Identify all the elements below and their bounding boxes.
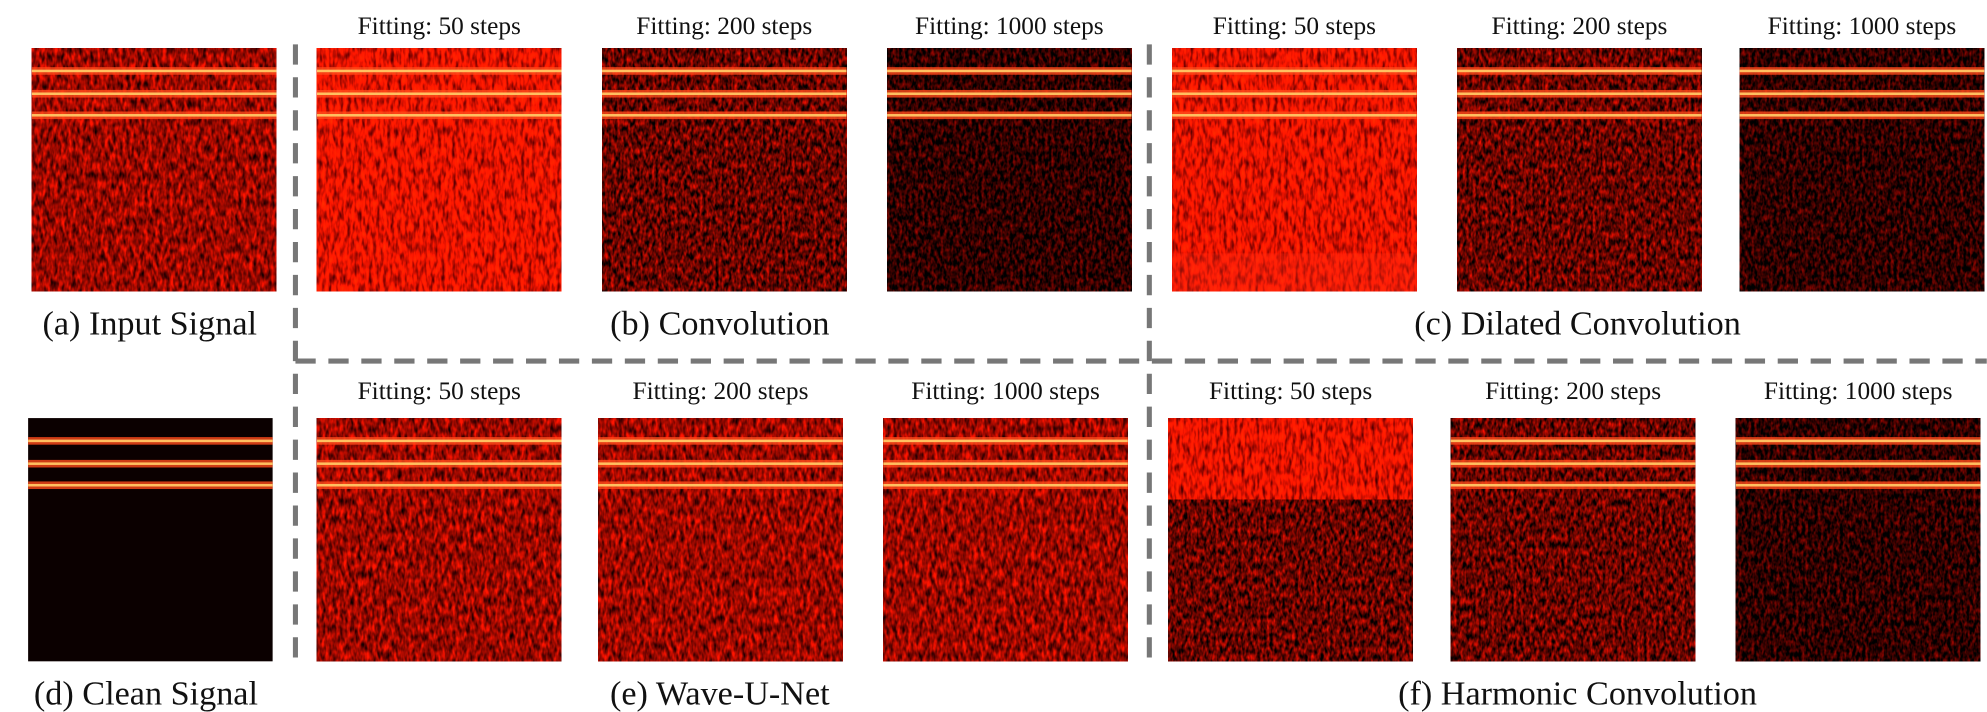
subplot-title: Fitting: 50 steps: [1209, 377, 1372, 405]
panel-caption: (a) Input Signal: [42, 305, 257, 342]
noise: [1168, 418, 1413, 500]
spectrogram: [1450, 418, 1696, 662]
spectrogram: [1168, 418, 1413, 662]
harmonic-line: [1450, 462, 1696, 465]
panel-caption: (b) Convolution: [610, 305, 829, 342]
harmonic-line: [1457, 69, 1702, 73]
subplot-title: Fitting: 1000 steps: [1768, 12, 1957, 40]
panel-caption: (e) Wave-U-Net: [610, 675, 830, 712]
noise: [316, 48, 562, 292]
spectrogram: [1457, 48, 1702, 292]
spectrogram: [316, 48, 562, 292]
subplot-title: Fitting: 200 steps: [1491, 12, 1667, 40]
noise: [316, 418, 562, 662]
harmonic-line: [31, 92, 277, 96]
harmonic-line: [1735, 439, 1981, 443]
spectrogram: [316, 418, 562, 662]
harmonic-line: [598, 483, 843, 487]
spectrogram: [598, 418, 843, 662]
harmonic-line: [316, 483, 562, 487]
noise: [883, 418, 1128, 662]
harmonic-line: [31, 69, 277, 73]
noise: [1735, 418, 1981, 662]
harmonic-line: [602, 114, 847, 117]
subplot-title: Fitting: 50 steps: [1213, 12, 1376, 40]
panel: (d) Clean Signal: [28, 418, 273, 712]
panel: (a) Input Signal: [31, 48, 277, 342]
spectrogram: [887, 48, 1132, 292]
harmonic-line: [1450, 439, 1696, 443]
subplot-title: Fitting: 200 steps: [636, 12, 812, 40]
harmonic-line: [1172, 69, 1417, 73]
panel: Fitting: 50 steps Fitting: 200 steps Fitti…: [1172, 12, 1985, 342]
noise: [1450, 418, 1696, 662]
harmonic-line: [883, 439, 1128, 443]
panel-caption: (f) Harmonic Convolution: [1398, 675, 1757, 712]
spectrogram: [1739, 48, 1985, 292]
spectrogram: [31, 48, 277, 292]
spectrogram: [883, 418, 1128, 662]
harmonic-line: [31, 114, 277, 117]
subplot-title: Fitting: 50 steps: [358, 377, 521, 405]
harmonic-line: [316, 439, 562, 443]
panel-caption: (d) Clean Signal: [34, 675, 258, 712]
separators: [292, 44, 1987, 662]
subplot-title: Fitting: 50 steps: [358, 12, 521, 40]
harmonic-line: [316, 462, 562, 465]
spectrogram: [1172, 48, 1417, 292]
noise: [602, 48, 847, 292]
glow: [1172, 253, 1417, 292]
background: [28, 418, 273, 662]
harmonic-line: [1172, 92, 1417, 96]
spectrogram: [602, 48, 847, 292]
subplot-title: Fitting: 1000 steps: [1764, 377, 1953, 405]
harmonic-line: [28, 483, 273, 487]
spectrogram: [1735, 418, 1981, 662]
harmonic-line: [1172, 114, 1417, 117]
harmonic-line: [1457, 92, 1702, 96]
noise: [887, 48, 1132, 292]
spectrogram: [28, 418, 273, 662]
subplot-title: Fitting: 200 steps: [633, 377, 809, 405]
harmonic-line: [883, 462, 1128, 465]
harmonic-line: [28, 439, 273, 443]
harmonic-line: [598, 439, 843, 443]
harmonic-line: [883, 483, 1128, 487]
harmonic-line: [1739, 69, 1985, 73]
harmonic-line: [316, 114, 562, 117]
harmonic-line: [1735, 483, 1981, 487]
harmonic-line: [1450, 483, 1696, 487]
panel: Fitting: 50 steps Fitting: 200 steps Fitti…: [316, 377, 1128, 712]
harmonic-line: [598, 462, 843, 465]
subplot-title: Fitting: 1000 steps: [911, 377, 1100, 405]
noise: [1739, 48, 1985, 292]
noise: [598, 418, 843, 662]
noise: [1172, 48, 1417, 292]
harmonic-line: [602, 92, 847, 96]
harmonic-line: [316, 92, 562, 96]
panel-caption: (c) Dilated Convolution: [1414, 305, 1741, 342]
harmonic-line: [1739, 114, 1985, 117]
harmonic-line: [602, 69, 847, 73]
noise: [1457, 48, 1702, 292]
subplot-title: Fitting: 200 steps: [1485, 377, 1661, 405]
harmonic-line: [1739, 92, 1985, 96]
harmonic-line: [1457, 114, 1702, 117]
harmonic-line: [28, 462, 273, 465]
harmonic-line: [316, 69, 562, 73]
harmonic-line: [1735, 462, 1981, 465]
panel: Fitting: 50 steps Fitting: 200 steps Fitti…: [1168, 377, 1981, 712]
panel: Fitting: 50 steps Fitting: 200 steps Fitti…: [316, 12, 1132, 342]
harmonic-line: [887, 92, 1132, 96]
harmonic-line: [887, 69, 1132, 73]
harmonic-line: [887, 114, 1132, 117]
subplot-title: Fitting: 1000 steps: [915, 12, 1104, 40]
noise: [31, 48, 277, 292]
